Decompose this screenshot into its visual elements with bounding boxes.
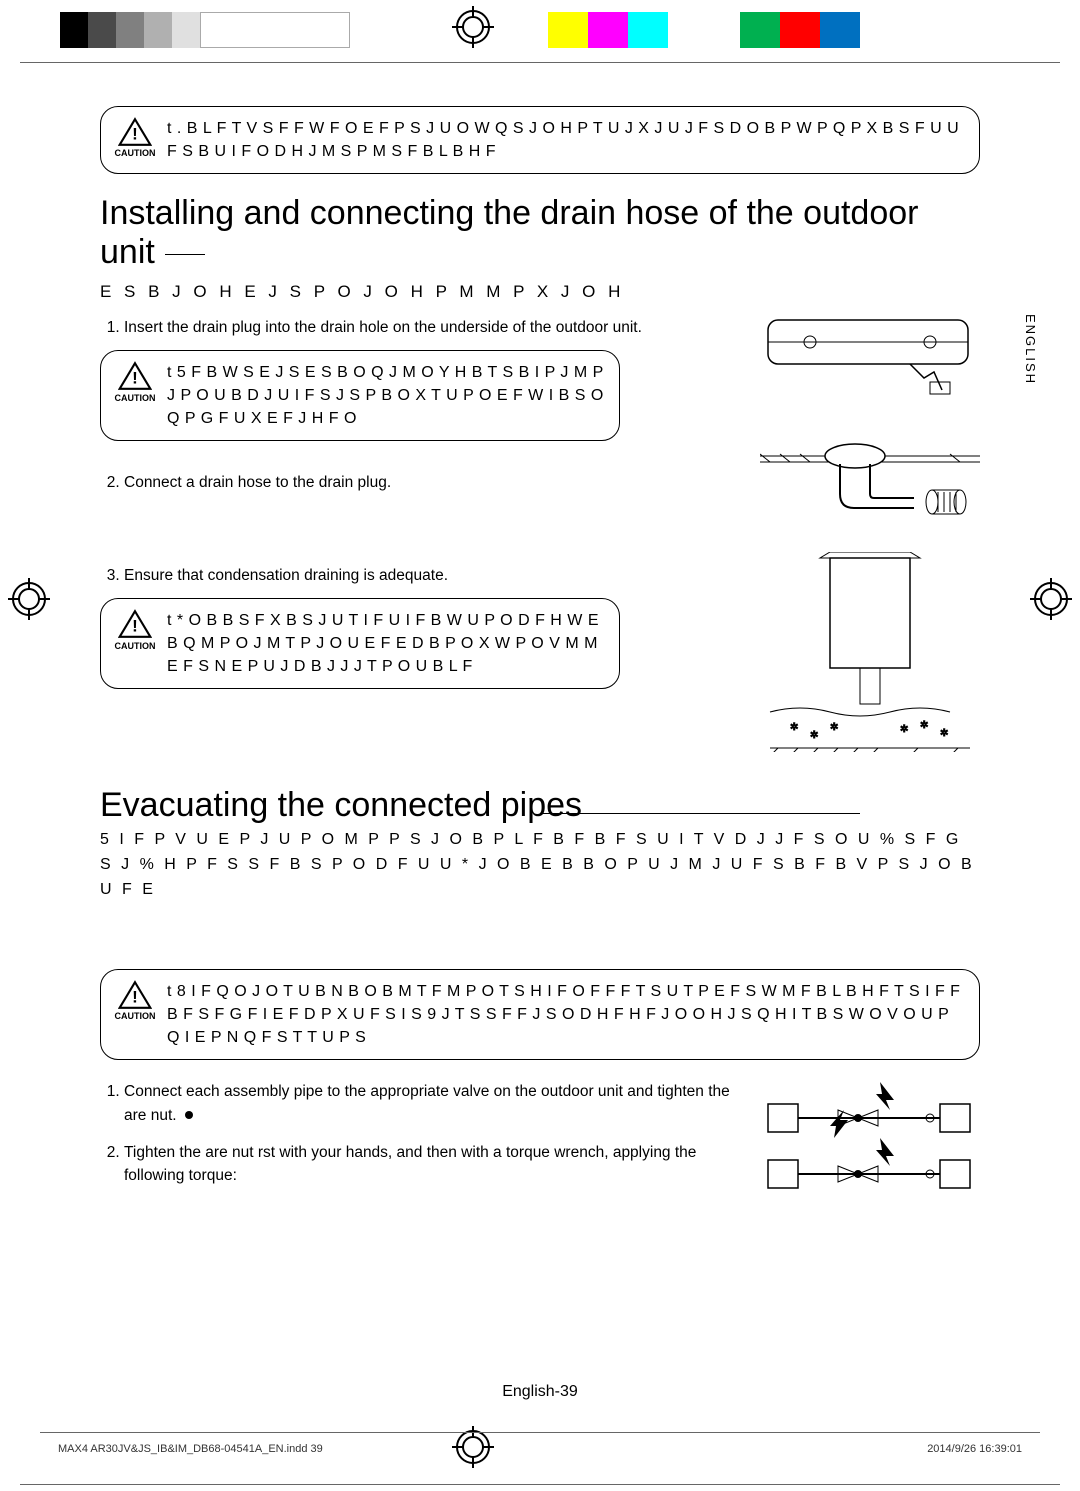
language-tab: ENGLISH xyxy=(1023,314,1038,385)
figure-plug-underside xyxy=(760,310,980,400)
svg-text:!: ! xyxy=(132,125,138,144)
caution-box-step3: ! CAUTION t * O B B S F X B S J U T I F … xyxy=(100,598,620,690)
step-b2-text: Tighten the are nut rst with your hands,… xyxy=(124,1144,696,1184)
caution-box-evacuating: ! CAUTION t 8 I F Q O J O T U B N B O B … xyxy=(100,969,980,1061)
caution-label: CAUTION xyxy=(115,148,156,158)
step-3-text: Ensure that condensation draining is ade… xyxy=(124,567,448,584)
registration-mark-icon xyxy=(12,582,46,616)
svg-text:✲: ✲ xyxy=(920,720,928,731)
svg-text:!: ! xyxy=(132,616,138,635)
caution-text: t . B L F T V S F F W F O E F P S J U O … xyxy=(167,117,965,163)
bottom-hairline xyxy=(20,1484,1060,1485)
figure-condensation-snow: ✲ ✲ ✲ ✲ ✲ ✲ xyxy=(760,552,980,752)
section-heading-evacuating: Evacuating the connected pipes xyxy=(100,786,980,825)
svg-text:✲: ✲ xyxy=(940,728,948,739)
page-number: English-39 xyxy=(0,1383,1080,1401)
svg-text:!: ! xyxy=(132,987,138,1006)
svg-text:✲: ✲ xyxy=(810,730,818,741)
section-heading-drain-hose: Installing and connecting the drain hose… xyxy=(100,194,980,272)
svg-text:✲: ✲ xyxy=(900,724,908,735)
svg-text:✲: ✲ xyxy=(830,722,838,733)
caution-text: t 8 I F Q O J O T U B N B O B M T F M P … xyxy=(167,980,965,1050)
caution-icon: ! CAUTION xyxy=(113,117,157,163)
registration-mark-icon xyxy=(456,10,490,44)
registration-mark-icon xyxy=(456,1430,490,1464)
step-b1-text: Connect each assembly pipe to the approp… xyxy=(124,1083,730,1123)
bullet-marker-icon xyxy=(185,1111,193,1119)
registration-mark-icon xyxy=(1034,582,1068,616)
caution-text: t 5 F B W S E J S E S B O Q J M O Y H B … xyxy=(167,361,605,431)
caution-icon: ! CAUTION xyxy=(113,609,157,679)
svg-text:!: ! xyxy=(132,368,138,387)
caution-icon: ! CAUTION xyxy=(113,361,157,431)
paragraph-evacuating: 5 I F P V U E P J U P O M P P S J O B P … xyxy=(100,828,980,902)
subheading: E S B J O H E J S P O J O H P M M P X J … xyxy=(100,282,980,302)
figure-valve-assembly xyxy=(760,1080,980,1215)
caution-box-top: ! CAUTION t . B L F T V S F F W F O E F … xyxy=(100,106,980,174)
caution-text: t * O B B S F X B S J U T I F U I F B W … xyxy=(167,609,605,679)
footer-timestamp: 2014/9/26 16:39:01 xyxy=(927,1443,1022,1455)
color-calibration-bar xyxy=(0,12,1080,48)
caution-icon: ! CAUTION xyxy=(113,980,157,1050)
caution-box-step1: ! CAUTION t 5 F B W S E J S E S B O Q J … xyxy=(100,350,620,442)
footer-filename: MAX4 AR30JV&JS_IB&IM_DB68-04541A_EN.indd… xyxy=(58,1443,323,1455)
footer-rule xyxy=(40,1432,1040,1433)
svg-text:✲: ✲ xyxy=(790,722,798,733)
step-1-text: Insert the drain plug into the drain hol… xyxy=(124,319,642,336)
step-2-text: Connect a drain hose to the drain plug. xyxy=(124,474,391,491)
figure-drain-hose xyxy=(760,436,980,546)
